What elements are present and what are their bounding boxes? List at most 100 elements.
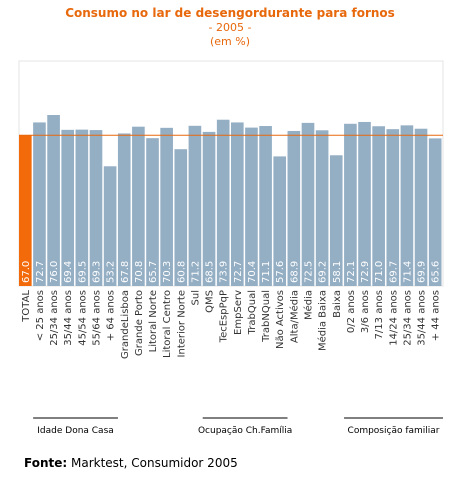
category-label-27: 25/34 anos bbox=[402, 290, 413, 346]
data-label-22: 58.1 bbox=[332, 261, 343, 283]
data-label-24: 72.9 bbox=[360, 261, 371, 283]
category-label-16: TrabQual bbox=[247, 290, 258, 335]
data-label-2: 76.0 bbox=[49, 261, 60, 283]
category-label-26: 14/24 anos bbox=[388, 290, 399, 346]
bar-0 bbox=[19, 135, 32, 286]
data-label-8: 70.8 bbox=[134, 261, 145, 283]
bar-17 bbox=[259, 126, 272, 286]
bar-1 bbox=[33, 122, 46, 287]
bar-24 bbox=[358, 121, 371, 286]
data-label-4: 69.5 bbox=[77, 261, 88, 283]
data-label-28: 69.9 bbox=[417, 261, 428, 283]
category-label-20: Média bbox=[302, 290, 314, 320]
chart-subtitle-unit: (em %) bbox=[210, 35, 250, 48]
bar-6 bbox=[103, 166, 117, 286]
source-label: Fonte: bbox=[24, 456, 68, 470]
data-label-19: 68.9 bbox=[289, 261, 300, 283]
category-label-21: Média Baixa bbox=[317, 290, 329, 351]
data-label-29: 65.6 bbox=[431, 261, 442, 283]
bar-22 bbox=[329, 155, 343, 286]
bar-21 bbox=[315, 130, 329, 286]
data-label-15: 72.7 bbox=[233, 261, 244, 283]
bar-7 bbox=[117, 133, 131, 286]
bar-12 bbox=[188, 125, 202, 286]
bar-2 bbox=[47, 115, 60, 286]
data-label-14: 73.9 bbox=[219, 261, 230, 283]
category-label-18: Não Activos bbox=[275, 290, 286, 349]
category-label-24: 3/6 anos bbox=[360, 290, 371, 333]
data-label-3: 69.4 bbox=[63, 261, 74, 283]
bar-28 bbox=[414, 128, 428, 286]
category-labels: TOTAL < 25 anos 25/34 anos 35/44 anos 45/54 … bbox=[21, 290, 442, 359]
category-label-4: 45/54 anos bbox=[77, 290, 88, 346]
group-label-1: Ocupação Ch.Família bbox=[198, 426, 292, 436]
category-label-22: Baixa bbox=[332, 290, 343, 318]
bar-19 bbox=[287, 130, 301, 286]
data-label-21: 69.2 bbox=[318, 261, 329, 283]
category-label-7: GrandeLisboa bbox=[120, 290, 131, 359]
group-label-0: Idade Dona Casa bbox=[37, 426, 114, 436]
bar-11 bbox=[174, 149, 188, 286]
bar-8 bbox=[132, 126, 145, 286]
data-label-27: 71.4 bbox=[402, 261, 413, 283]
category-label-6: + 64 anos bbox=[106, 290, 117, 341]
data-label-17: 71.1 bbox=[261, 261, 272, 283]
source-note: Fonte: Marktest, Consumidor 2005 bbox=[24, 456, 238, 470]
bar-23 bbox=[344, 123, 357, 286]
bar-29 bbox=[428, 138, 442, 286]
bar-3 bbox=[61, 129, 75, 286]
category-label-17: TrabNQual bbox=[261, 290, 272, 343]
category-label-13: QMS bbox=[205, 290, 216, 313]
bar-9 bbox=[146, 138, 159, 286]
category-label-10: Litoral Centro bbox=[162, 290, 173, 358]
category-label-28: 35/44 anos bbox=[417, 290, 428, 346]
category-label-1: < 25 anos bbox=[35, 290, 46, 341]
bar-13 bbox=[202, 131, 216, 287]
data-label-1: 72.7 bbox=[35, 261, 46, 283]
category-label-5: 55/64 anos bbox=[91, 290, 102, 346]
data-label-18: 57.6 bbox=[275, 261, 286, 283]
chart-title: Consumo no lar de desengordurante para f… bbox=[65, 6, 395, 20]
data-label-23: 72.1 bbox=[346, 261, 357, 283]
bar-15 bbox=[231, 122, 244, 287]
bar-14 bbox=[216, 119, 230, 286]
data-label-13: 68.5 bbox=[205, 261, 216, 283]
chart-subtitle-year: - 2005 - bbox=[209, 21, 252, 34]
group-label-2: Composição familiar bbox=[348, 426, 440, 436]
data-label-9: 65.7 bbox=[148, 261, 159, 283]
category-label-23: 0/2 anos bbox=[346, 290, 357, 333]
data-label-25: 71.0 bbox=[374, 261, 385, 283]
category-label-14: TecEspPqP bbox=[219, 290, 230, 343]
data-label-12: 71.2 bbox=[190, 261, 201, 283]
data-label-26: 69.7 bbox=[388, 261, 399, 283]
bar-4 bbox=[75, 129, 89, 287]
category-label-12: Sul bbox=[190, 290, 201, 305]
data-label-16: 70.4 bbox=[247, 261, 258, 283]
bar-16 bbox=[245, 127, 258, 286]
data-label-5: 69.3 bbox=[91, 261, 102, 283]
data-label-20: 72.5 bbox=[303, 261, 314, 283]
category-label-25: 7/13 anos bbox=[374, 290, 385, 339]
category-label-29: + 44 anos bbox=[431, 290, 442, 341]
data-label-0: 67.0 bbox=[21, 261, 32, 283]
bar-18 bbox=[273, 156, 287, 286]
category-label-19: Alta/Média bbox=[288, 290, 300, 343]
category-label-9: Litoral Norte bbox=[148, 290, 159, 352]
source-text: Marktest, Consumidor 2005 bbox=[71, 456, 238, 470]
category-label-2: 25/34 anos bbox=[49, 290, 60, 346]
data-label-11: 60.8 bbox=[176, 261, 187, 283]
bar-20 bbox=[301, 122, 315, 287]
bar-25 bbox=[372, 126, 385, 286]
data-label-6: 53.2 bbox=[106, 261, 117, 283]
data-label-10: 70.3 bbox=[162, 261, 173, 283]
category-label-11: Interior Norte bbox=[176, 290, 187, 357]
bar-27 bbox=[400, 125, 414, 286]
data-label-7: 67.8 bbox=[120, 261, 131, 283]
bar-10 bbox=[160, 127, 173, 286]
group-labels: Idade Dona Casa Ocupação Ch.Família Compos… bbox=[33, 417, 443, 436]
bar-5 bbox=[89, 130, 103, 286]
category-label-8: Grande Porto bbox=[134, 290, 145, 356]
category-label-15: EmpServ bbox=[233, 290, 244, 335]
category-label-0: TOTAL bbox=[21, 290, 32, 323]
